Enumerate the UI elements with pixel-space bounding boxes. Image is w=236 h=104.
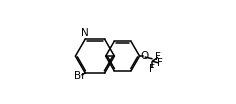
Text: F: F <box>149 64 155 74</box>
Text: F: F <box>156 52 161 62</box>
Text: F: F <box>156 58 162 68</box>
Text: O: O <box>140 51 148 61</box>
Text: Br: Br <box>74 71 85 81</box>
Text: N: N <box>81 28 88 38</box>
